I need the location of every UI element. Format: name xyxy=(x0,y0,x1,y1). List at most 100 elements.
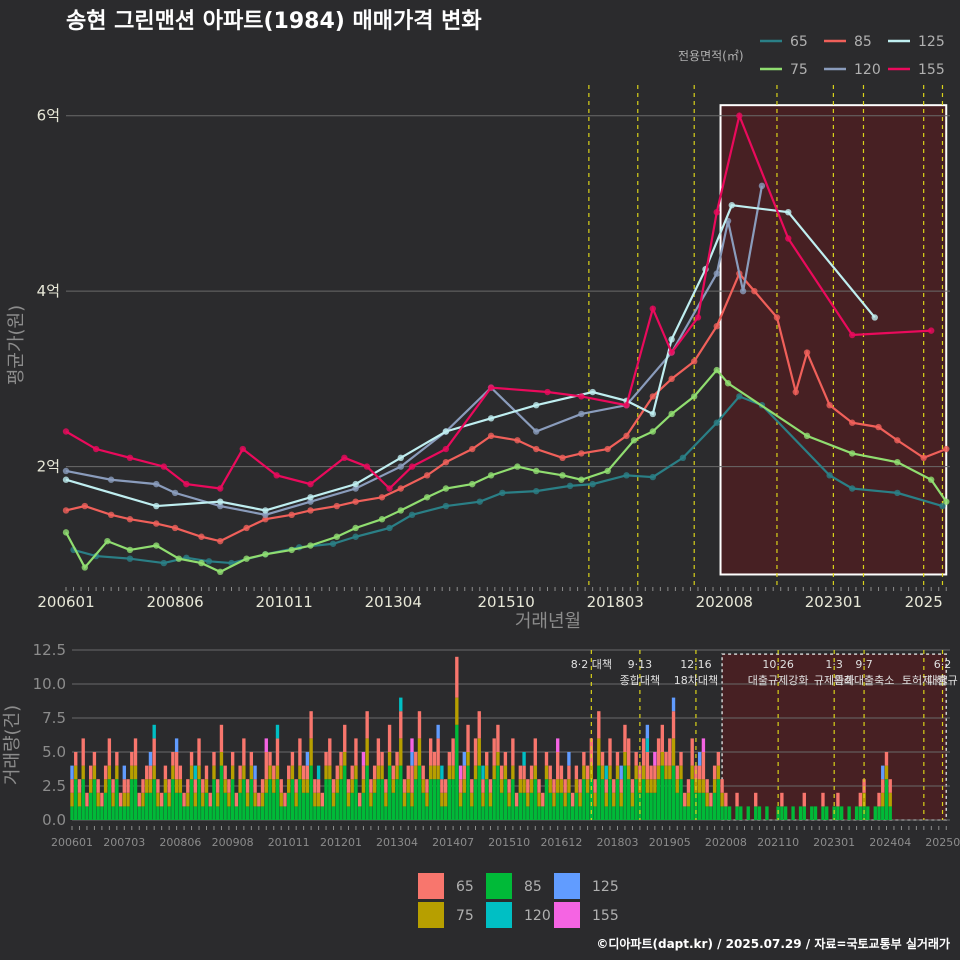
x-tick-label: 201304 xyxy=(376,836,418,849)
bar-segment-75 xyxy=(593,792,597,807)
bar-segment-65 xyxy=(712,765,717,780)
bar-segment-75 xyxy=(227,792,231,807)
data-point-125 xyxy=(589,388,596,396)
data-point-65 xyxy=(126,555,134,562)
data-point-85 xyxy=(307,507,314,514)
bar-segment-65 xyxy=(391,765,395,780)
bar-segment-85 xyxy=(727,806,732,820)
bar-segment-75 xyxy=(126,792,130,807)
bar-segment-75 xyxy=(533,765,537,780)
data-point-155 xyxy=(848,331,856,339)
data-point-155 xyxy=(649,305,657,312)
y-axis-title: 평균가(원) xyxy=(6,305,27,385)
bar-segment-65 xyxy=(836,792,840,807)
bar-segment-75 xyxy=(653,779,657,793)
bar-segment-85 xyxy=(664,779,668,820)
legend-label-85: 85 xyxy=(524,879,542,895)
bar-segment-120 xyxy=(522,752,526,766)
data-point-155 xyxy=(183,480,190,488)
bar-segment-85 xyxy=(567,792,571,820)
bar-segment-65 xyxy=(716,752,721,766)
bar-segment-75 xyxy=(679,765,683,780)
bar-segment-65 xyxy=(159,792,164,807)
bar-segment-85 xyxy=(294,806,298,820)
x-tick-label: 202008 xyxy=(696,593,753,611)
y-tick-label: 10.0 xyxy=(33,675,66,693)
bar-segment-65 xyxy=(316,779,321,793)
bar-segment-65 xyxy=(634,752,638,766)
bar-segment-75 xyxy=(216,792,220,807)
bar-segment-65 xyxy=(503,752,508,766)
bar-segment-75 xyxy=(275,765,280,780)
bar-segment-65 xyxy=(735,792,739,807)
bar-segment-75 xyxy=(600,765,605,780)
bar-segment-75 xyxy=(481,792,485,807)
bar-segment-65 xyxy=(720,779,724,793)
x-tick-label: 200601 xyxy=(37,593,94,611)
data-point-155 xyxy=(544,388,551,396)
bar-segment-75 xyxy=(414,765,418,780)
bar-segment-85 xyxy=(260,806,265,820)
bar-segment-85 xyxy=(619,806,623,820)
bar-segment-75 xyxy=(380,765,384,780)
bar-segment-125 xyxy=(410,752,414,766)
bar-segment-85 xyxy=(384,806,388,820)
bar-segment-85 xyxy=(208,806,212,820)
bar-segment-65 xyxy=(477,711,481,739)
bar-segment-75 xyxy=(720,792,724,807)
bar-segment-75 xyxy=(92,765,97,780)
price-line-chart: 2억 4억 6억 200601 200806 201011 201304 201510 2018… xyxy=(6,85,950,632)
bar-segment-85 xyxy=(653,792,657,820)
data-point-65 xyxy=(205,558,213,565)
data-point-85 xyxy=(397,485,404,492)
bar-segment-65 xyxy=(193,779,197,793)
bar-segment-65 xyxy=(526,779,530,793)
legend-swatch-125 xyxy=(554,873,580,899)
bar-segment-75 xyxy=(604,792,608,807)
bar-segment-85 xyxy=(458,806,463,820)
legend-swatch-65 xyxy=(418,873,444,899)
bar-segment-85 xyxy=(275,779,280,820)
bar-segment-65 xyxy=(679,752,683,766)
data-point-65 xyxy=(713,419,720,426)
bar-segment-65 xyxy=(361,765,366,780)
bar-segment-75 xyxy=(350,779,354,793)
bar-segment-75 xyxy=(619,792,623,807)
bar-segment-65 xyxy=(264,752,268,780)
bar-segment-65 xyxy=(492,738,496,766)
bar-segment-65 xyxy=(425,779,429,793)
data-point-85 xyxy=(288,511,295,519)
bar-segment-65 xyxy=(257,792,261,807)
bar-segment-75 xyxy=(410,792,414,807)
bar-segment-120 xyxy=(152,724,156,739)
bar-segment-65 xyxy=(174,752,179,780)
bar-segment-85 xyxy=(358,806,362,820)
bar-segment-85 xyxy=(313,806,317,820)
data-point-75 xyxy=(62,529,70,536)
bar-segment-85 xyxy=(802,806,806,820)
data-point-85 xyxy=(514,437,521,444)
bar-segment-65 xyxy=(578,779,582,793)
bar-segment-75 xyxy=(316,792,321,807)
bar-segment-85 xyxy=(204,792,209,820)
bar-segment-75 xyxy=(428,765,433,780)
bar-segment-75 xyxy=(668,765,672,780)
bar-segment-85 xyxy=(488,806,493,820)
bar-segment-85 xyxy=(428,779,433,820)
bar-segment-125 xyxy=(174,738,179,752)
bar-segment-65 xyxy=(92,752,97,766)
data-point-85 xyxy=(198,533,205,540)
bar-segment-75 xyxy=(130,765,134,780)
bar-segment-120 xyxy=(440,765,444,780)
bar-segment-75 xyxy=(556,779,560,793)
bar-segment-65 xyxy=(212,752,216,766)
bar-segment-85 xyxy=(499,792,504,820)
y-tick-label: 2.5 xyxy=(42,777,66,795)
legend-label-65: 65 xyxy=(790,34,808,50)
data-point-85 xyxy=(713,323,720,330)
bar-segment-85 xyxy=(671,765,676,820)
bar-segment-85 xyxy=(436,779,440,820)
data-point-85 xyxy=(243,524,250,532)
bar-segment-85 xyxy=(675,792,679,820)
bar-segment-85 xyxy=(85,806,89,820)
